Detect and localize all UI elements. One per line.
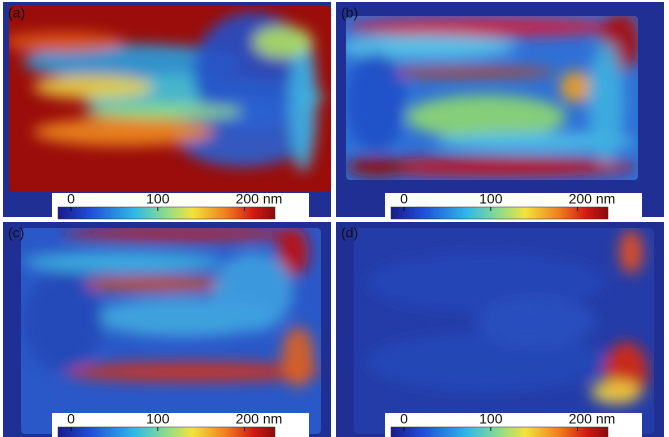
heatmap-texture: [366, 230, 648, 404]
colorbar: [57, 206, 276, 220]
heat-region: [289, 32, 317, 172]
panel-label: (a): [8, 5, 25, 21]
heatmap-texture: [23, 228, 321, 387]
colorbar-tick-label: 200 nm: [569, 191, 616, 207]
heat-region: [23, 272, 103, 372]
heat-region: [560, 71, 592, 103]
panel-label: (b): [341, 5, 358, 21]
heat-region: [406, 95, 566, 139]
colorbar: [57, 426, 276, 437]
heatmap-texture: [346, 16, 638, 177]
heatmap-image: [9, 6, 331, 192]
heat-region: [282, 327, 314, 387]
heat-region: [63, 228, 303, 241]
heat-region: [73, 277, 233, 291]
panel: (b) 0 100 200 nm: [336, 2, 664, 220]
heat-region: [346, 17, 626, 37]
heat-region: [619, 230, 643, 274]
heat-region: [23, 44, 243, 80]
colorbar-tick-label: 200 nm: [236, 191, 283, 207]
colorbar-tick-label: 100: [146, 191, 170, 207]
colorbar-tick-label: 100: [146, 411, 170, 427]
heat-region: [277, 228, 309, 277]
heat-region: [9, 32, 123, 52]
colorbar: [390, 206, 609, 220]
heat-region: [23, 252, 223, 272]
heat-region: [253, 26, 313, 58]
heatmap-image: [346, 16, 638, 180]
panel: (c) 0 100 200 nm: [3, 222, 331, 437]
heat-region: [588, 42, 624, 162]
colorbar-tick-label: 0: [400, 411, 408, 427]
heat-region: [476, 297, 596, 347]
heat-region: [63, 362, 321, 382]
colorbar-tick-label: 100: [479, 411, 503, 427]
panel-label: (c): [8, 225, 24, 241]
colorbar-tick-label: 0: [67, 191, 75, 207]
colorbar-tick-label: 0: [67, 411, 75, 427]
panel-label: (d): [341, 225, 358, 241]
heat-region: [83, 104, 243, 120]
heat-region: [591, 380, 641, 404]
heatmap-texture: [9, 12, 323, 172]
colorbar: [390, 426, 609, 437]
colorbar-tick-label: 0: [400, 191, 408, 207]
colorbar-tick-label: 200 nm: [569, 411, 616, 427]
heat-region: [366, 252, 606, 312]
heat-region: [213, 252, 293, 332]
panel: (d) 0 100 200 nm: [336, 222, 664, 437]
heat-region: [346, 52, 406, 152]
colorbar-tick-label: 100: [479, 191, 503, 207]
heat-region: [356, 157, 636, 177]
heat-region: [376, 67, 556, 77]
heat-region: [436, 132, 636, 152]
colorbar-tick-label: 200 nm: [236, 411, 283, 427]
heatmap-image: [354, 228, 654, 434]
heat-region: [366, 332, 606, 392]
heat-region: [33, 75, 153, 99]
heat-region: [33, 118, 213, 146]
panel: (a) 0 100 200 nm: [3, 2, 331, 220]
heat-region: [346, 157, 406, 177]
heat-region: [346, 35, 516, 59]
heatmap-image: [21, 228, 321, 434]
